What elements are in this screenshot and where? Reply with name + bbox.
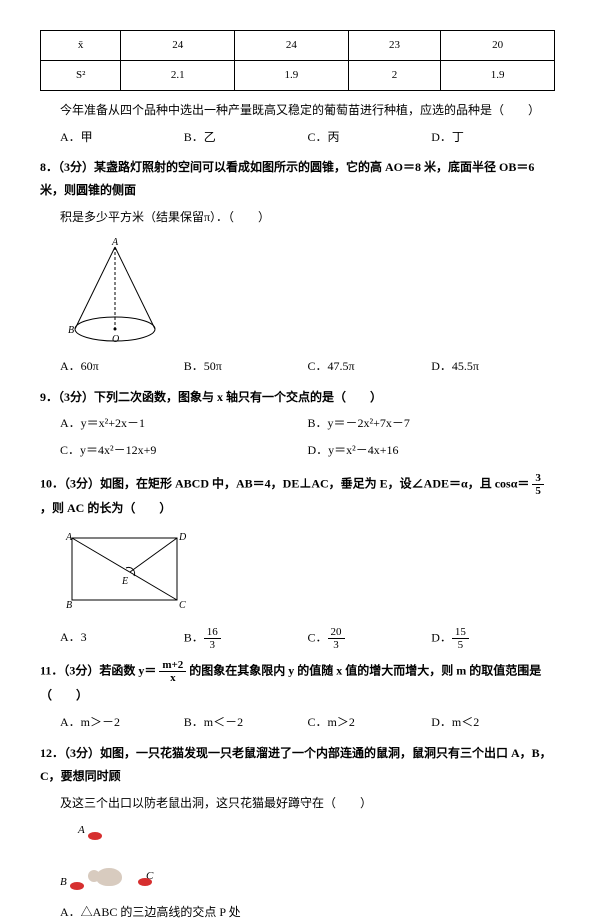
svg-text:D: D: [178, 532, 187, 543]
table-row: x̄ 24 24 23 20: [41, 31, 555, 61]
q12-lead2: 及这三个出口以防老鼠出洞，这只花猫最好蹲守在（ ）: [60, 792, 555, 815]
choice-a: A．60π: [60, 355, 184, 378]
q10-lead-tail: ，则 AC 的长为（ ）: [40, 501, 171, 515]
choice-a: A．甲: [60, 126, 184, 149]
stats-table: x̄ 24 24 23 20 S² 2.1 1.9 2 1.9: [40, 30, 555, 91]
cone-figure: A B O: [60, 237, 555, 347]
q10-choices: A．3 B．163 C．203 D．155: [60, 626, 555, 651]
choice-b: B．y＝－2x²+7x－7: [308, 412, 556, 435]
q7-stem: 今年准备从四个品种中选出一种产量既高又稳定的葡萄苗进行种植，应选的品种是（ ）: [60, 99, 555, 122]
fraction-icon: m+2x: [159, 659, 186, 684]
choice-d: D．丁: [431, 126, 555, 149]
table-cell: 2: [348, 60, 441, 90]
table-row: S² 2.1 1.9 2 1.9: [41, 60, 555, 90]
choice-b: B．m＜－2: [184, 711, 308, 734]
svg-text:E: E: [121, 576, 128, 587]
svg-text:B: B: [66, 600, 72, 611]
svg-text:C: C: [179, 600, 186, 611]
fraction-icon: 163: [204, 626, 221, 651]
q8-lead2: 积是多少平方米（结果保留π）．（ ）: [60, 206, 555, 229]
table-cell: x̄: [41, 31, 121, 61]
hole-icon: [70, 882, 84, 890]
q11-choices: A．m＞－2 B．m＜－2 C．m＞2 D．m＜2: [60, 711, 555, 734]
cone-icon: A B O: [60, 237, 170, 347]
choice-d: D．45.5π: [431, 355, 555, 378]
q11-pre: 11．（3分）若函数 y＝: [40, 663, 156, 677]
table-cell: 1.9: [235, 60, 349, 90]
q10-lead: 10．（3分）如图，在矩形 ABCD 中，AB＝4，DE⊥AC，垂足为 E，设∠…: [40, 472, 555, 520]
choice-c: C．y＝4x²－12x+9: [60, 439, 308, 462]
q8-choices: A．60π B．50π C．47.5π D．45.5π: [60, 355, 555, 378]
cat-icon: [96, 868, 122, 886]
fraction-icon: 35: [532, 472, 544, 497]
svg-text:O: O: [112, 334, 119, 345]
fraction-icon: 203: [328, 626, 345, 651]
label-a: A: [78, 820, 85, 841]
choice-c: C．丙: [308, 126, 432, 149]
choice-d: D．m＜2: [431, 711, 555, 734]
cat-figure: A B C: [60, 820, 170, 895]
choice-c: C．m＞2: [308, 711, 432, 734]
label-b: B: [60, 872, 67, 893]
table-cell: 20: [441, 31, 555, 61]
table-cell: 24: [121, 31, 235, 61]
rectangle-icon: A D B C E: [60, 528, 190, 618]
q9-lead: 9．（3分）下列二次函数，图象与 x 轴只有一个交点的是（ ）: [40, 386, 555, 409]
table-cell: S²: [41, 60, 121, 90]
q12-lead: 12．（3分）如图，一只花猫发现一只老鼠溜进了一个内部连通的鼠洞，鼠洞只有三个出…: [40, 742, 555, 788]
q10-lead-text: 10．（3分）如图，在矩形 ABCD 中，AB＝4，DE⊥AC，垂足为 E，设∠…: [40, 476, 529, 490]
hole-icon: [88, 832, 102, 840]
q12-choice-a: A．△ABC 的三边高线的交点 P 处: [60, 901, 555, 924]
choice-c: C．47.5π: [308, 355, 432, 378]
choice-d: D．y＝x²－4x+16: [308, 439, 556, 462]
rect-figure: A D B C E: [60, 528, 555, 618]
table-cell: 2.1: [121, 60, 235, 90]
svg-text:A: A: [65, 532, 73, 543]
fraction-icon: 155: [452, 626, 469, 651]
q8-lead: 8．（3分）某盏路灯照射的空间可以看成如图所示的圆锥，它的高 AO＝8 米，底面…: [40, 156, 555, 202]
choice-a: A．y＝x²+2x－1: [60, 412, 308, 435]
choice-b: B．50π: [184, 355, 308, 378]
svg-text:B: B: [68, 325, 74, 336]
choice-b: B．乙: [184, 126, 308, 149]
svg-text:A: A: [111, 237, 119, 248]
choice-a: A．3: [60, 626, 184, 651]
choice-d: D．155: [431, 626, 555, 651]
q9-choices: A．y＝x²+2x－1 B．y＝－2x²+7x－7 C．y＝4x²－12x+9 …: [60, 412, 555, 466]
choice-b: B．163: [184, 626, 308, 651]
choice-a: A．m＞－2: [60, 711, 184, 734]
table-cell: 24: [235, 31, 349, 61]
q11-lead: 11．（3分）若函数 y＝ m+2x 的图象在其象限内 y 的值随 x 值的增大…: [40, 659, 555, 707]
q7-choices: A．甲 B．乙 C．丙 D．丁: [60, 126, 555, 149]
choice-c: C．203: [308, 626, 432, 651]
table-cell: 23: [348, 31, 441, 61]
table-cell: 1.9: [441, 60, 555, 90]
